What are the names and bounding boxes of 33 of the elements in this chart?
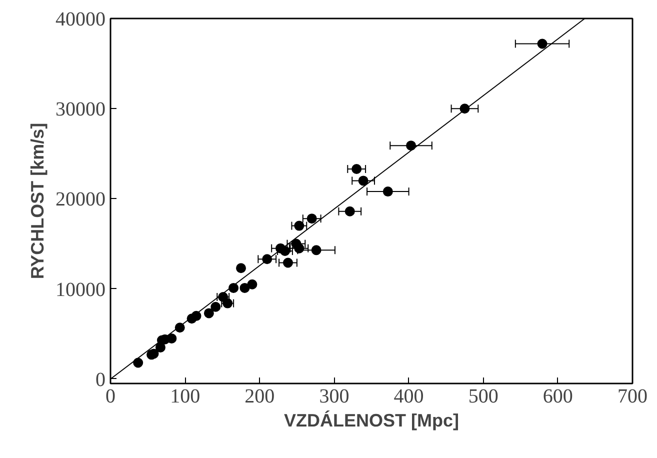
point [358, 176, 368, 186]
y-tick-label: 10000 [56, 278, 106, 301]
x-tick-label: 400 [394, 386, 424, 408]
y-tick-label: 40000 [56, 8, 106, 30]
y-axis-title: RYCHLOST [km/s] [28, 122, 48, 280]
point [294, 220, 304, 231]
point [204, 308, 214, 318]
point [344, 206, 355, 216]
x-tick-label: 500 [468, 386, 498, 408]
point [280, 246, 290, 256]
point [240, 282, 250, 293]
point [166, 333, 177, 344]
point [306, 214, 317, 224]
x-tick-label: 700 [618, 386, 648, 408]
point [311, 245, 322, 256]
point [133, 358, 144, 368]
point [210, 302, 221, 312]
point [236, 263, 246, 274]
point [382, 186, 393, 197]
y-tick-label: 20000 [56, 188, 106, 211]
point [291, 238, 302, 249]
point [352, 164, 362, 174]
x-tick-label: 100 [170, 386, 200, 408]
point [406, 140, 416, 151]
x-tick-label: 200 [244, 386, 275, 408]
x-tick-label: 600 [542, 386, 573, 408]
x-tick-label: 300 [319, 386, 350, 408]
x-axis-title: VZDÁLENOST [Mpc] [284, 410, 460, 430]
y-tick-label: 30000 [56, 98, 106, 121]
point [282, 258, 293, 268]
point [247, 279, 258, 290]
point [537, 38, 548, 49]
y-tick-label: 0 [96, 368, 106, 391]
